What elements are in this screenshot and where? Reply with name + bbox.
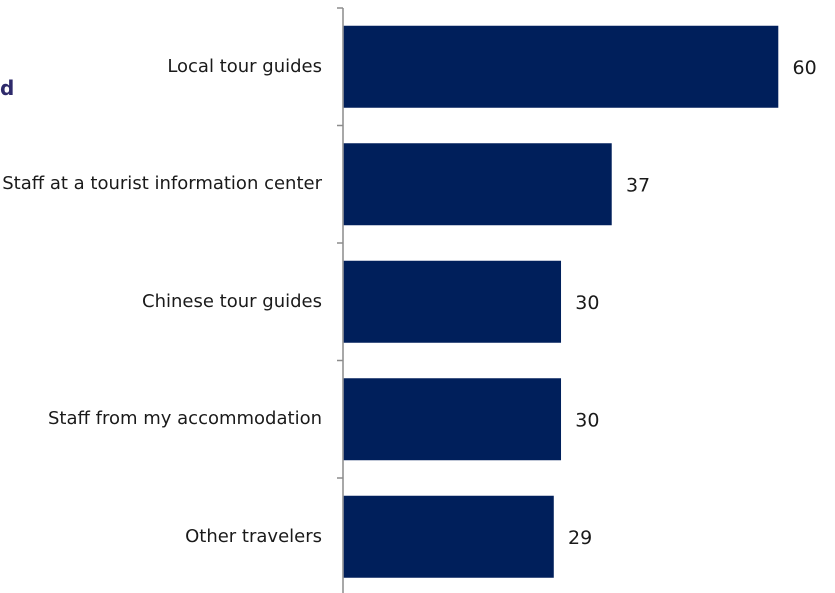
category-label: Staff from my accommodation bbox=[47, 408, 322, 430]
bar bbox=[343, 143, 612, 226]
bar-value-label: 37 bbox=[626, 174, 650, 196]
bar bbox=[343, 495, 554, 578]
bar-value-label: 60 bbox=[793, 57, 817, 79]
category-label: Local tour guides bbox=[167, 55, 322, 77]
category-label: Chinese tour guides bbox=[142, 290, 322, 312]
bar bbox=[343, 378, 562, 461]
bar-value-label: 30 bbox=[575, 409, 599, 431]
chart-title-fragment: d bbox=[0, 76, 15, 100]
bar-value-label: 29 bbox=[568, 527, 592, 549]
category-label: Other travelers bbox=[185, 525, 322, 547]
bar bbox=[343, 260, 562, 343]
bar bbox=[343, 25, 779, 108]
bar-value-label: 30 bbox=[575, 292, 599, 314]
category-label: Staff at a tourist information center bbox=[2, 173, 322, 195]
